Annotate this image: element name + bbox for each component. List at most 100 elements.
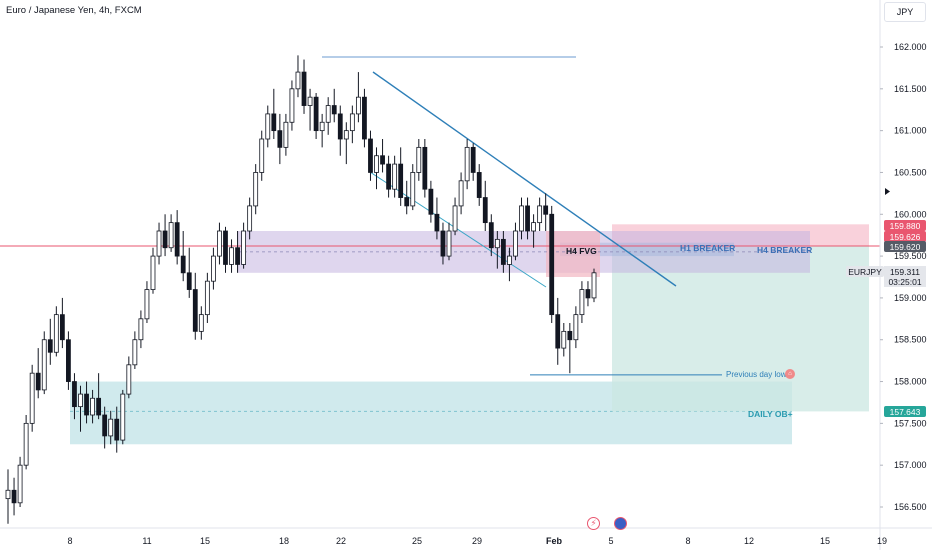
y-tick-label: 159.500	[894, 251, 927, 261]
candle-body	[223, 230, 228, 265]
candle-body	[186, 272, 192, 290]
candle-body	[192, 289, 198, 332]
candle-body	[404, 197, 410, 207]
y-tick-label: 161.500	[894, 84, 927, 94]
candle-body	[235, 247, 240, 265]
previous-day-low-label: Previous day low	[726, 370, 787, 379]
candle-body	[416, 146, 422, 173]
x-tick-label: 18	[279, 536, 289, 546]
candle-body	[5, 489, 11, 500]
candle-body	[337, 113, 343, 140]
y-tick-label: 157.500	[894, 418, 927, 428]
h4-fvg-label: H4 FVG	[566, 246, 597, 256]
candle-body	[561, 330, 567, 349]
candle-body	[29, 372, 35, 424]
candle-body	[247, 205, 253, 232]
candle-body	[464, 146, 470, 182]
candle-body	[53, 314, 59, 353]
candle-body	[386, 163, 391, 190]
lightning-event-icon[interactable]: ⚡	[587, 517, 600, 530]
candle-body	[241, 230, 247, 265]
candle-body	[23, 422, 29, 466]
x-tick-label: 19	[877, 536, 887, 546]
candle-body	[494, 238, 500, 249]
candle-body	[488, 222, 494, 249]
candle-body	[362, 96, 367, 140]
candle-body	[277, 130, 283, 148]
current-price-tag: 159.311	[884, 266, 926, 277]
candle-body	[138, 318, 144, 341]
x-tick-label: 8	[685, 536, 690, 546]
candle-body	[102, 414, 108, 437]
candle-body	[525, 205, 530, 232]
chart-title: Euro / Japanese Yen, 4h, FXCM	[6, 5, 142, 16]
flag-event-icon[interactable]	[614, 517, 627, 530]
x-tick-label: 5	[608, 536, 613, 546]
candle-body	[440, 230, 446, 257]
candle-body	[368, 138, 373, 173]
candle-body	[253, 172, 259, 207]
candle-body	[211, 255, 216, 282]
daily-ob-label: DAILY OB+	[748, 409, 793, 419]
y-tick-label: 157.000	[894, 460, 927, 470]
currency-unit-button[interactable]: JPY	[884, 2, 926, 22]
candle-body	[259, 138, 265, 173]
candle-body	[410, 172, 416, 207]
candle-body	[349, 113, 355, 132]
candle-body	[573, 314, 579, 341]
candle-body	[549, 213, 555, 316]
candle-body	[132, 339, 138, 366]
h4-fvg-zone	[546, 231, 600, 277]
x-tick-label: 12	[744, 536, 754, 546]
candle-body	[422, 146, 428, 190]
candle-body	[90, 397, 95, 416]
y-tick-label: 156.500	[894, 502, 927, 512]
candle-body	[72, 381, 77, 408]
candle-body	[162, 230, 168, 249]
candle-body	[265, 113, 271, 140]
x-tick-label: 25	[412, 536, 422, 546]
y-tick-label: 158.500	[894, 335, 927, 345]
candle-body	[452, 205, 458, 232]
price-tag-159626: 159.626	[884, 231, 926, 242]
x-tick-label: 15	[200, 536, 210, 546]
x-tick-label: 8	[67, 536, 72, 546]
candle-body	[331, 105, 337, 115]
axis-scroll-arrow-icon[interactable]	[885, 188, 890, 195]
house-icon[interactable]: ⌂	[785, 369, 795, 379]
candle-body	[47, 339, 53, 353]
candle-body	[289, 88, 295, 123]
candle-body	[446, 230, 452, 257]
candle-body	[307, 96, 313, 106]
candle-body	[11, 489, 17, 504]
candle-body	[482, 197, 488, 224]
candle-body	[507, 255, 512, 265]
candle-body	[392, 163, 398, 190]
candle-body	[567, 330, 573, 341]
price-tag-159620: 159.620	[884, 241, 926, 252]
candle-body	[156, 230, 162, 257]
candle-body	[295, 71, 301, 90]
candle-body	[537, 205, 543, 224]
candle-body	[343, 130, 349, 140]
candle-body	[114, 418, 120, 441]
candle-body	[591, 272, 597, 299]
candle-body	[500, 238, 506, 265]
h4-breaker-label: H4 BREAKER	[757, 245, 813, 255]
candle-body	[470, 146, 476, 173]
candle-body	[579, 289, 585, 316]
candle-body	[198, 314, 204, 332]
h1-breaker-label: H1 BREAKER	[680, 243, 736, 253]
y-tick-label: 159.000	[894, 293, 927, 303]
countdown-tag: 03:25:01	[884, 276, 926, 287]
candle-body	[96, 397, 102, 416]
candle-body	[59, 314, 65, 341]
candle-body	[108, 418, 114, 437]
candle-body	[355, 96, 361, 115]
candle-body	[66, 339, 71, 382]
candle-body	[325, 105, 331, 123]
candle-body	[313, 96, 319, 132]
symbol-tag: EURJPY	[846, 266, 884, 277]
